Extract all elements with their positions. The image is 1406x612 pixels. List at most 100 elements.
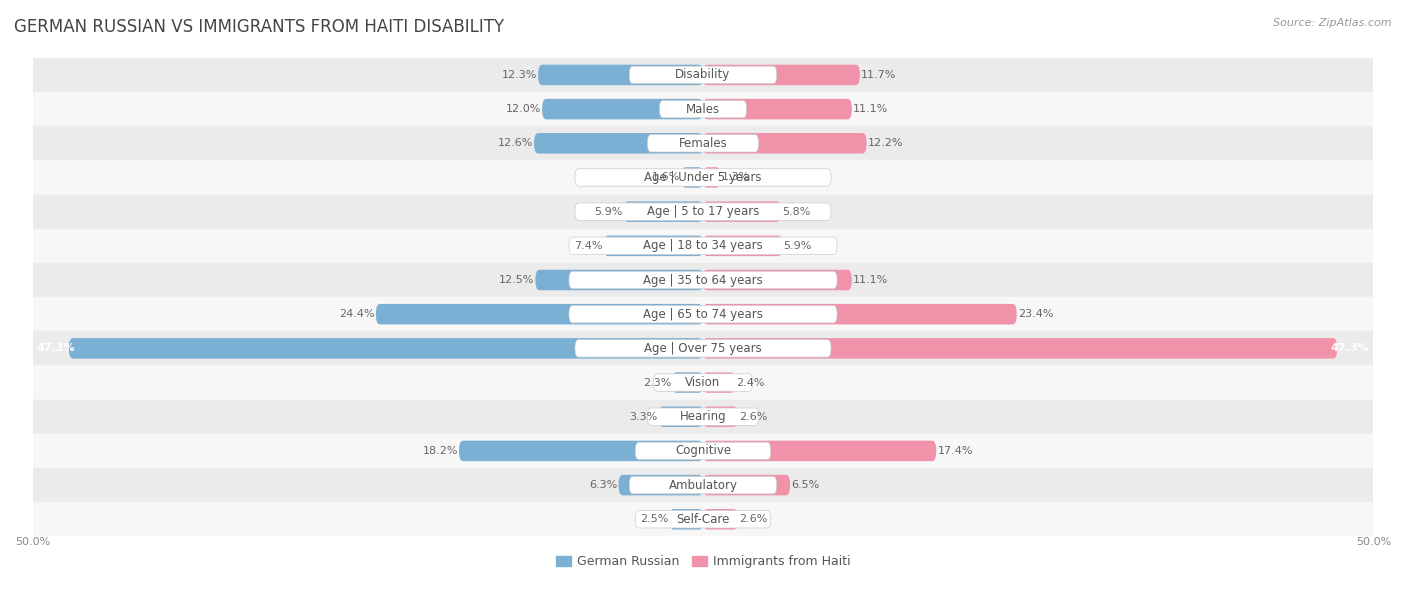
- FancyBboxPatch shape: [636, 510, 770, 528]
- Text: 1.3%: 1.3%: [721, 173, 749, 182]
- FancyBboxPatch shape: [647, 408, 759, 425]
- Text: Source: ZipAtlas.com: Source: ZipAtlas.com: [1274, 18, 1392, 28]
- Text: 6.3%: 6.3%: [589, 480, 617, 490]
- Legend: German Russian, Immigrants from Haiti: German Russian, Immigrants from Haiti: [551, 550, 855, 573]
- Text: 12.0%: 12.0%: [506, 104, 541, 114]
- Text: Age | Over 75 years: Age | Over 75 years: [644, 342, 762, 355]
- FancyBboxPatch shape: [619, 475, 703, 495]
- FancyBboxPatch shape: [624, 201, 703, 222]
- FancyBboxPatch shape: [575, 169, 831, 186]
- Text: 50.0%: 50.0%: [15, 537, 51, 547]
- Text: Disability: Disability: [675, 69, 731, 81]
- FancyBboxPatch shape: [703, 133, 866, 154]
- FancyBboxPatch shape: [703, 338, 1337, 359]
- FancyBboxPatch shape: [575, 203, 831, 220]
- FancyBboxPatch shape: [636, 442, 770, 460]
- Bar: [32, 365, 1374, 400]
- Text: 3.3%: 3.3%: [630, 412, 658, 422]
- Text: 12.5%: 12.5%: [499, 275, 534, 285]
- FancyBboxPatch shape: [703, 270, 852, 290]
- Text: Age | 5 to 17 years: Age | 5 to 17 years: [647, 205, 759, 218]
- Text: 2.5%: 2.5%: [640, 514, 668, 524]
- Text: Self-Care: Self-Care: [676, 513, 730, 526]
- Bar: [32, 195, 1374, 229]
- FancyBboxPatch shape: [375, 304, 703, 324]
- FancyBboxPatch shape: [575, 340, 831, 357]
- FancyBboxPatch shape: [569, 271, 837, 289]
- FancyBboxPatch shape: [669, 509, 703, 529]
- Text: 2.6%: 2.6%: [740, 412, 768, 422]
- Bar: [32, 400, 1374, 434]
- Text: Age | 18 to 34 years: Age | 18 to 34 years: [643, 239, 763, 252]
- Text: 23.4%: 23.4%: [1018, 309, 1053, 319]
- Bar: [32, 502, 1374, 536]
- Bar: [32, 297, 1374, 331]
- FancyBboxPatch shape: [672, 372, 703, 393]
- Text: 18.2%: 18.2%: [422, 446, 458, 456]
- Text: 24.4%: 24.4%: [339, 309, 375, 319]
- Text: 5.9%: 5.9%: [595, 207, 623, 217]
- FancyBboxPatch shape: [703, 99, 852, 119]
- FancyBboxPatch shape: [569, 237, 837, 255]
- Text: 47.3%: 47.3%: [1330, 343, 1369, 353]
- FancyBboxPatch shape: [534, 133, 703, 154]
- Text: 6.5%: 6.5%: [792, 480, 820, 490]
- FancyBboxPatch shape: [659, 406, 703, 427]
- Bar: [32, 58, 1374, 92]
- Text: 2.6%: 2.6%: [740, 514, 768, 524]
- FancyBboxPatch shape: [703, 304, 1017, 324]
- Text: 17.4%: 17.4%: [938, 446, 973, 456]
- Text: 2.3%: 2.3%: [643, 378, 671, 387]
- Text: 11.7%: 11.7%: [860, 70, 896, 80]
- FancyBboxPatch shape: [703, 441, 936, 461]
- FancyBboxPatch shape: [703, 372, 735, 393]
- Bar: [32, 263, 1374, 297]
- Text: Females: Females: [679, 137, 727, 150]
- Text: Cognitive: Cognitive: [675, 444, 731, 457]
- Text: Age | 35 to 64 years: Age | 35 to 64 years: [643, 274, 763, 286]
- Bar: [32, 229, 1374, 263]
- FancyBboxPatch shape: [603, 236, 703, 256]
- FancyBboxPatch shape: [630, 476, 776, 494]
- Bar: [32, 331, 1374, 365]
- FancyBboxPatch shape: [647, 135, 759, 152]
- Text: Hearing: Hearing: [679, 410, 727, 424]
- FancyBboxPatch shape: [703, 509, 738, 529]
- Text: 5.8%: 5.8%: [782, 207, 810, 217]
- Text: 2.4%: 2.4%: [737, 378, 765, 387]
- Text: Age | Under 5 years: Age | Under 5 years: [644, 171, 762, 184]
- Bar: [32, 126, 1374, 160]
- FancyBboxPatch shape: [703, 167, 720, 188]
- FancyBboxPatch shape: [703, 65, 860, 85]
- FancyBboxPatch shape: [630, 66, 776, 84]
- Bar: [32, 160, 1374, 195]
- Text: 11.1%: 11.1%: [853, 275, 889, 285]
- FancyBboxPatch shape: [703, 475, 790, 495]
- FancyBboxPatch shape: [659, 100, 747, 118]
- Text: 1.6%: 1.6%: [652, 173, 681, 182]
- FancyBboxPatch shape: [543, 99, 703, 119]
- Text: 12.2%: 12.2%: [868, 138, 903, 148]
- Text: Ambulatory: Ambulatory: [668, 479, 738, 491]
- Text: Males: Males: [686, 103, 720, 116]
- Text: 12.3%: 12.3%: [502, 70, 537, 80]
- Text: 11.1%: 11.1%: [853, 104, 889, 114]
- FancyBboxPatch shape: [458, 441, 703, 461]
- FancyBboxPatch shape: [703, 236, 782, 256]
- Text: 12.6%: 12.6%: [498, 138, 533, 148]
- Text: Vision: Vision: [685, 376, 721, 389]
- FancyBboxPatch shape: [69, 338, 703, 359]
- Bar: [32, 434, 1374, 468]
- FancyBboxPatch shape: [569, 305, 837, 323]
- Bar: [32, 468, 1374, 502]
- FancyBboxPatch shape: [703, 406, 738, 427]
- Text: 7.4%: 7.4%: [574, 241, 603, 251]
- Text: GERMAN RUSSIAN VS IMMIGRANTS FROM HAITI DISABILITY: GERMAN RUSSIAN VS IMMIGRANTS FROM HAITI …: [14, 18, 505, 36]
- FancyBboxPatch shape: [538, 65, 703, 85]
- Text: 50.0%: 50.0%: [1355, 537, 1391, 547]
- FancyBboxPatch shape: [703, 201, 780, 222]
- Text: 5.9%: 5.9%: [783, 241, 811, 251]
- FancyBboxPatch shape: [654, 374, 752, 391]
- FancyBboxPatch shape: [536, 270, 703, 290]
- FancyBboxPatch shape: [682, 167, 703, 188]
